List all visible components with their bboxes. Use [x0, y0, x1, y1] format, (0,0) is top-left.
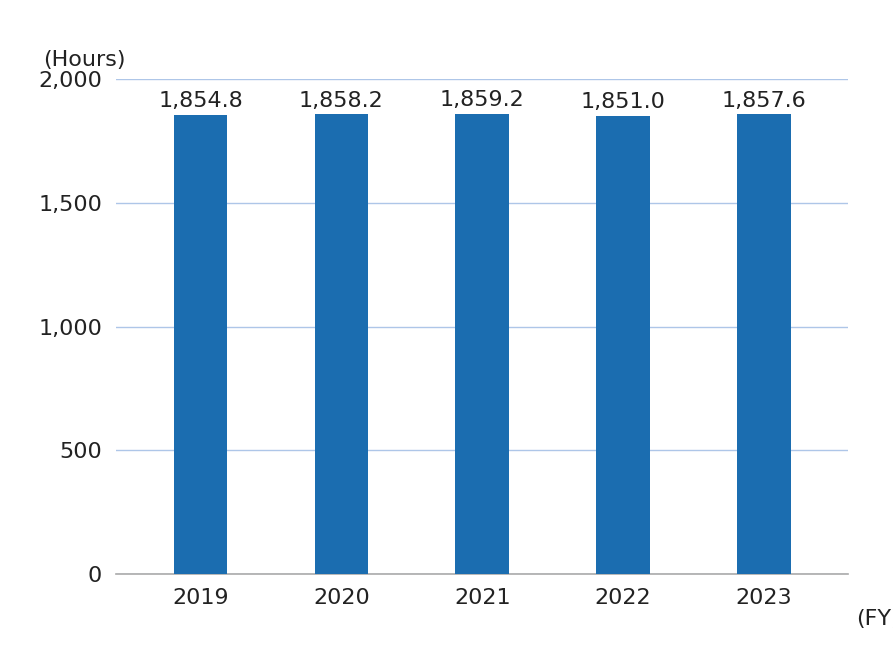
Bar — [597, 116, 650, 574]
Bar — [455, 114, 509, 574]
Text: 1,851.0: 1,851.0 — [580, 92, 665, 112]
Text: (Hours): (Hours) — [43, 50, 125, 69]
Bar — [737, 114, 790, 574]
Bar — [174, 115, 228, 574]
Text: 1,854.8: 1,854.8 — [158, 92, 243, 112]
Text: (FY): (FY) — [855, 609, 893, 629]
Text: 1,858.2: 1,858.2 — [299, 90, 384, 111]
Bar — [314, 114, 368, 574]
Text: 1,859.2: 1,859.2 — [440, 90, 524, 110]
Text: 1,857.6: 1,857.6 — [722, 90, 806, 111]
